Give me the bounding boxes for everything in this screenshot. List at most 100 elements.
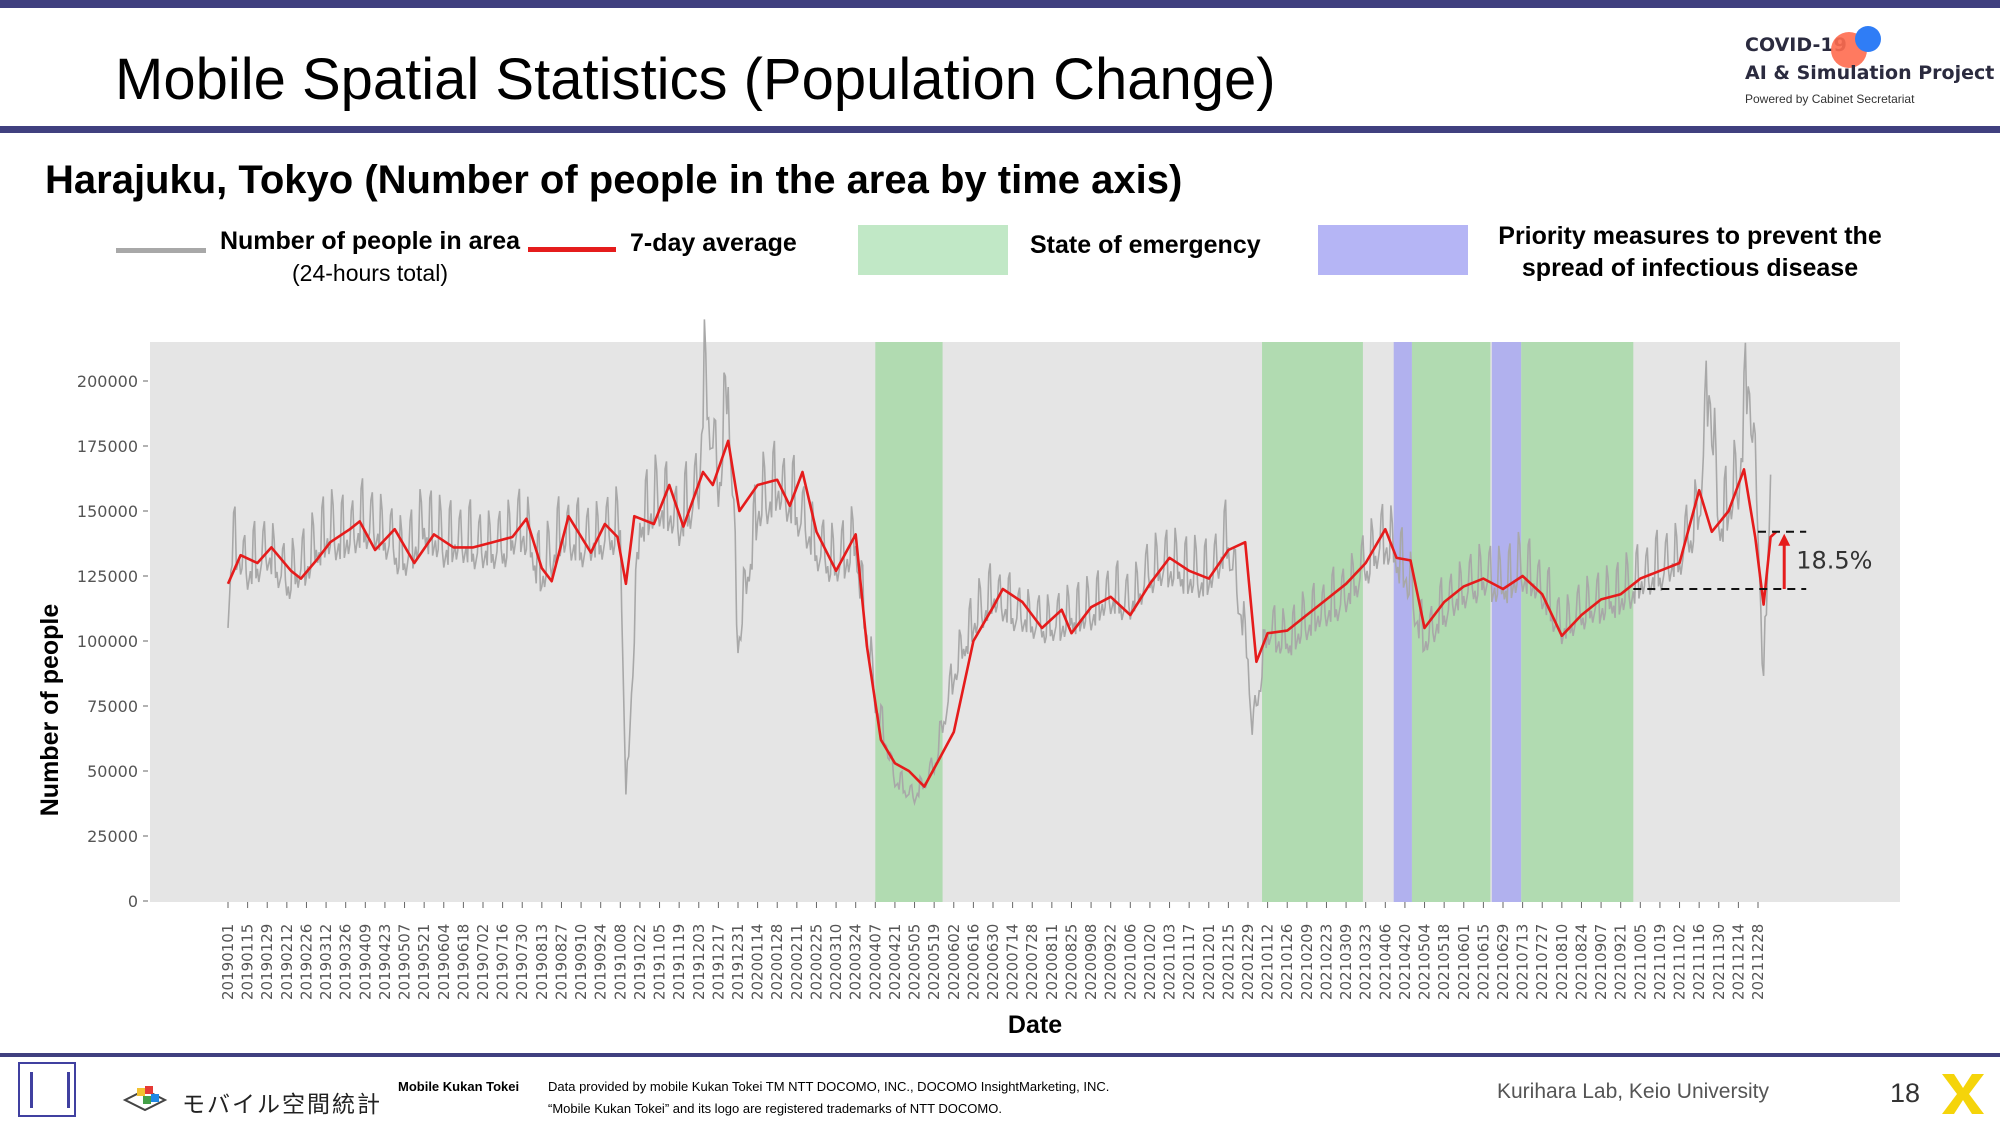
footer-logo-text: モバイル空間統計 [182, 1092, 382, 1118]
covid-project-logo: COVID-19 AI & Simulation Project Powered… [1745, 26, 1994, 115]
x-tick-label: 20201103 [1161, 924, 1179, 1000]
y-tick-label: 175000 [77, 437, 138, 456]
y-tick-label: 75000 [87, 697, 138, 716]
seven-day-average-line [226, 439, 1778, 788]
legend-emergency-label: State of emergency [1030, 231, 1261, 259]
x-tick-label: 20200728 [1023, 924, 1041, 1000]
x-tick-label: 20191231 [729, 924, 747, 1000]
x-tick-label: 20190115 [239, 924, 257, 1000]
x-tick-label: 20210713 [1514, 924, 1532, 1000]
y-tick-label: 125000 [77, 567, 138, 586]
x-tick-label: 20190423 [376, 924, 394, 1000]
y-tick-label: 200000 [77, 372, 138, 391]
x-tick-label: 20200310 [827, 924, 845, 1000]
y-axis-label: Number of people [36, 604, 64, 817]
x-tick-label: 20210615 [1474, 924, 1492, 1000]
legend-priority-line1: Priority measures to prevent the [1498, 222, 1882, 250]
legend-emergency-swatch [858, 225, 1008, 275]
x-tick-label: 20211116 [1690, 924, 1708, 1000]
x-tick-label: 20200825 [1062, 924, 1080, 1000]
logo-line3: Powered by Cabinet Secretariat [1745, 92, 1915, 106]
x-tick-label: 20210112 [1259, 924, 1277, 1000]
legend-priority-line2: spread of infectious disease [1521, 254, 1859, 282]
x-tick-label: 20190129 [258, 924, 276, 1000]
x-tick-label: 20211005 [1631, 924, 1649, 1000]
y-tick-label: 100000 [77, 632, 138, 651]
emergency-period [875, 342, 943, 902]
title-underline [0, 126, 2000, 133]
logo-dot-blue [1855, 26, 1881, 52]
y-tick-label: 50000 [87, 762, 138, 781]
x-tick-label: 20200616 [964, 924, 982, 1000]
footer-data-line2: “Mobile Kukan Tokei” and its logo are re… [548, 1101, 1002, 1116]
x-tick-label: 20201229 [1239, 924, 1257, 1000]
top-bar [0, 0, 2000, 8]
footer-label: Mobile Kukan Tokei [398, 1079, 520, 1094]
x-tick-label: 20190226 [297, 924, 315, 1000]
lab-logo-glyph [30, 1072, 70, 1108]
population-chart: 0 25000 50000 75000 100000 125000 150000 175000… [36, 319, 1900, 1039]
increase-arrow-head [1778, 533, 1791, 546]
x-tick-label: 20200407 [866, 924, 884, 1000]
x-tick-label: 20190312 [317, 924, 335, 1000]
x-tick-label: 20210727 [1533, 924, 1551, 1000]
x-tick-label: 20190212 [278, 924, 296, 1000]
x-tick-label: 20201117 [1180, 924, 1198, 1000]
x-tick-label: 20210323 [1357, 924, 1375, 1000]
x-tick-label: 20191203 [690, 924, 708, 1000]
legend-raw-text: Number of people in area [219, 227, 521, 255]
x-tick-label: 20190604 [435, 924, 453, 1000]
x-tick-label: 20201020 [1141, 924, 1159, 1000]
x-tick-label: 20200811 [1043, 924, 1061, 1000]
x-tick-label: 20210601 [1455, 924, 1473, 1000]
x-tick-label: 20200630 [984, 924, 1002, 1000]
x-axis-label: Date [1008, 1011, 1062, 1039]
x-tick-label: 20190521 [415, 924, 433, 1000]
x-tick-label: 20191008 [611, 924, 629, 1000]
legend-raw-swatch [116, 248, 206, 253]
kurihara-lab-logo [18, 1062, 76, 1117]
chart-subtitle: Harajuku, Tokyo (Number of people in the… [45, 158, 1183, 202]
x-tick-label: 20210921 [1612, 924, 1630, 1000]
legend-avg-swatch [528, 247, 616, 252]
x-tick-label: 20200505 [906, 924, 924, 1000]
x-tick-label: 20200324 [847, 924, 865, 1000]
logo-line1: COVID-19 [1745, 34, 1847, 56]
x-tick-label: 20200128 [768, 924, 786, 1000]
raw-daily-line [227, 319, 1772, 807]
x-tick-label: 20200922 [1102, 924, 1120, 1000]
x-tick-label: 20200519 [925, 924, 943, 1000]
legend-avg-label: 7-day average [630, 229, 797, 257]
x-tick-label: 20210504 [1416, 924, 1434, 1000]
x-tick-label: 20190618 [454, 924, 472, 1000]
footer-lab-name: Kurihara Lab, Keio University [1497, 1080, 1769, 1103]
x-tick-label: 20190827 [552, 924, 570, 1000]
x-tick-label: 20200908 [1082, 924, 1100, 1000]
x-tick-label: 20190910 [572, 924, 590, 1000]
x-tick-label: 20210810 [1553, 924, 1571, 1000]
emergency-period [1262, 342, 1363, 902]
x-tick-label: 20210824 [1572, 924, 1590, 1000]
footer-data-line1: Data provided by mobile Kukan Tokei TM N… [548, 1079, 1110, 1094]
slide-title: Mobile Spatial Statistics (Population Ch… [115, 47, 1276, 112]
x-tick-label: 20211228 [1749, 924, 1767, 1000]
priority-measures-period [1491, 342, 1522, 902]
x-tick-label: 20190702 [474, 924, 492, 1000]
x-tick-label: 20211019 [1651, 924, 1669, 1000]
legend-raw-subtext: (24-hours total) [292, 260, 448, 286]
x-tick-label: 20210209 [1298, 924, 1316, 1000]
x-tick-label: 20211214 [1729, 924, 1747, 1000]
x-tick-label: 20210629 [1494, 924, 1512, 1000]
x-tick-label: 20201215 [1219, 924, 1237, 1000]
y-tick-label: 150000 [77, 502, 138, 521]
x-tick-label: 20211102 [1671, 924, 1689, 1000]
logo-line2: AI & Simulation Project [1745, 62, 1995, 84]
x-tick-label: 20210126 [1278, 924, 1296, 1000]
x-tick-label: 20200211 [788, 924, 806, 1000]
increase-annotation-label: 18.5% [1796, 546, 1872, 574]
x-tick-label: 20210406 [1376, 924, 1394, 1000]
x-tick-label: 20190409 [356, 924, 374, 1000]
x-tick-label: 20210518 [1435, 924, 1453, 1000]
x-tick-label: 20191217 [709, 924, 727, 1000]
x-tick-label: 20210309 [1337, 924, 1355, 1000]
